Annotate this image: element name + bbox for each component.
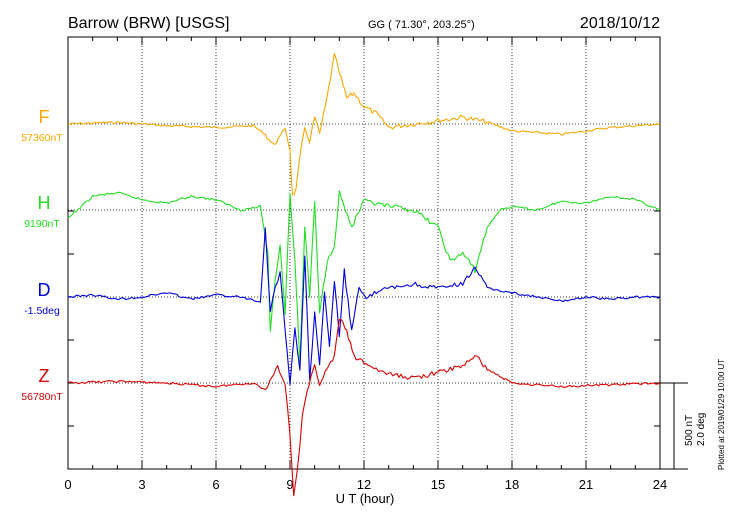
- x-tick-label: 18: [505, 477, 519, 492]
- series-line-D: [67, 227, 661, 386]
- x-tick-label: 12: [357, 477, 371, 492]
- grid: [68, 37, 660, 469]
- series-line-Z: [67, 319, 661, 497]
- x-tick-label: 6: [212, 477, 219, 492]
- series-line-F: [67, 52, 661, 196]
- series-name-Z: Z: [39, 366, 50, 386]
- series-name-D: D: [38, 280, 51, 300]
- series-baseline-label-Z: 56780nT: [21, 391, 63, 403]
- series-group: [67, 52, 661, 497]
- plotted-timestamp: Plotted at 2019/01/29 10:00 UT: [717, 359, 726, 470]
- series-baseline-label-D: -1.5deg: [24, 305, 60, 317]
- plot-date: 2018/10/12: [580, 15, 660, 32]
- series-line-H: [67, 190, 661, 366]
- series-baseline-label-H: 9190nT: [24, 218, 60, 230]
- scale-note-nt: 500 nT: [684, 415, 695, 446]
- axis-ticks: [67, 37, 661, 470]
- series-name-F: F: [39, 107, 50, 127]
- station-title: Barrow (BRW) [USGS]: [68, 15, 230, 32]
- scale-bar: 500 nT 2.0 deg: [660, 382, 707, 470]
- station-coords: GG ( 71.30°, 203.25°): [368, 19, 475, 31]
- x-tick-label: 24: [653, 477, 667, 492]
- scale-note-deg: 2.0 deg: [696, 413, 707, 446]
- x-tick-label: 9: [286, 477, 293, 492]
- x-tick-label: 15: [431, 477, 445, 492]
- series-labels: F 57360nT H 9190nT D -1.5deg Z 56780nT: [21, 107, 63, 403]
- series-name-H: H: [38, 193, 51, 213]
- x-tick-label: 21: [579, 477, 593, 492]
- x-tick-labels: 0 3 6 9 12 15 18 21 24: [64, 477, 667, 492]
- x-tick-label: 0: [64, 477, 71, 492]
- series-baseline-label-F: 57360nT: [21, 132, 63, 144]
- x-tick-label: 3: [138, 477, 145, 492]
- x-axis-label: U T (hour): [336, 491, 395, 506]
